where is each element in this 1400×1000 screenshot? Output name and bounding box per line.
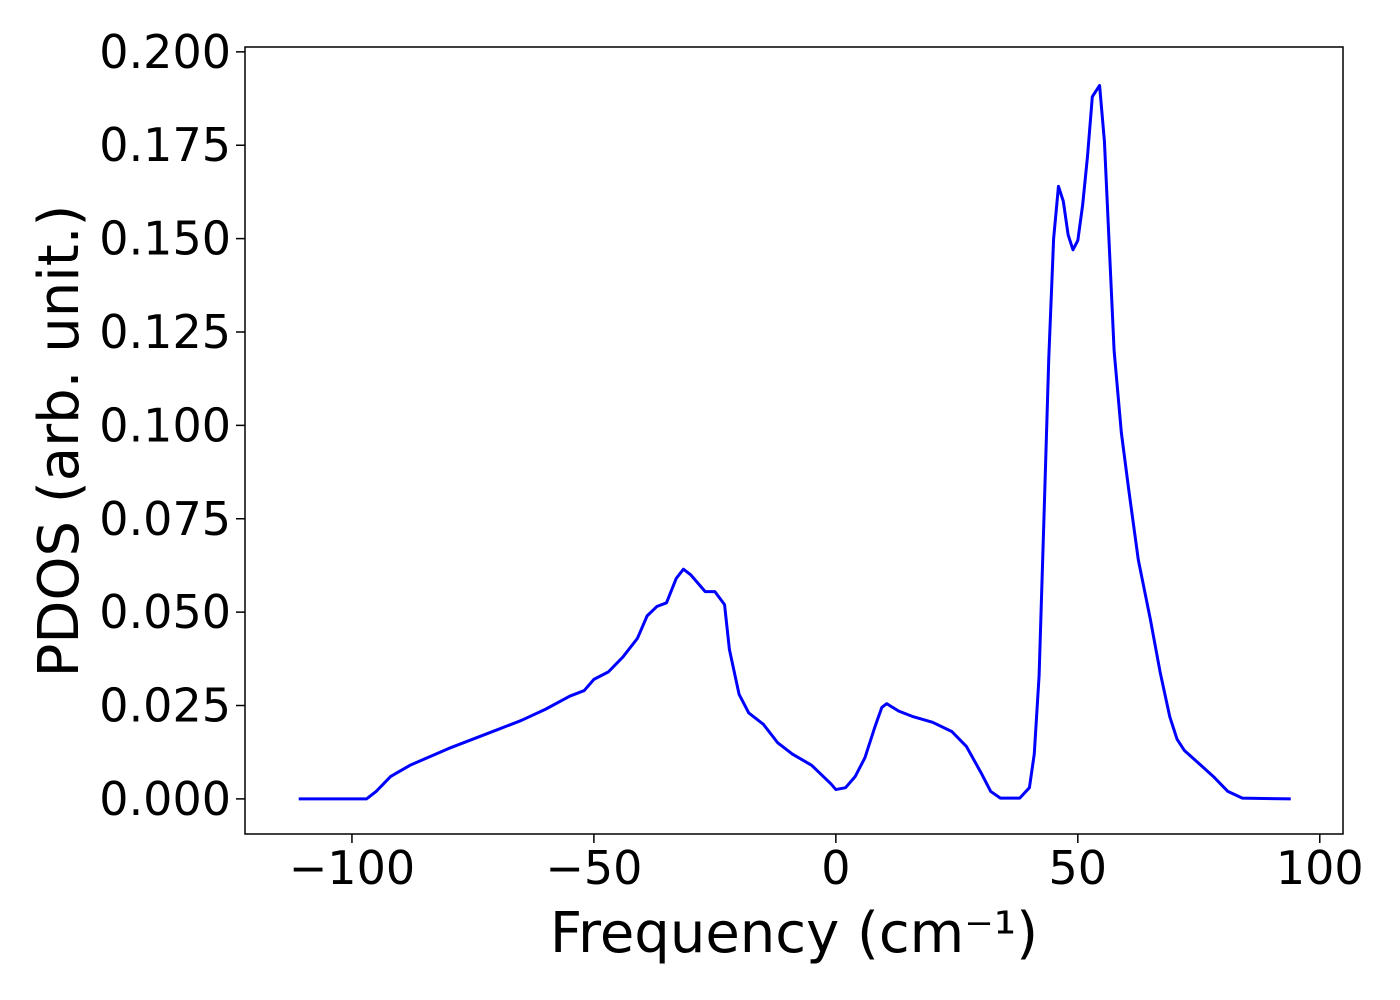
y-tick-label: 0.000 bbox=[99, 772, 231, 826]
x-tick-label: 100 bbox=[1276, 841, 1364, 895]
plot-frame bbox=[244, 46, 1344, 835]
x-tick-label: 0 bbox=[821, 841, 850, 895]
x-tick-label: −100 bbox=[289, 841, 415, 895]
y-axis-label: PDOS (arb. unit.) bbox=[27, 205, 92, 678]
x-tick-label: −50 bbox=[545, 841, 642, 895]
y-tick-label: 0.200 bbox=[99, 25, 231, 79]
x-axis-label: Frequency (cm⁻¹) bbox=[550, 901, 1038, 966]
y-tick-label: 0.175 bbox=[99, 118, 231, 172]
y-tick-label: 0.050 bbox=[99, 585, 231, 639]
y-tick-label: 0.100 bbox=[99, 398, 231, 452]
y-tick-label: 0.075 bbox=[99, 492, 231, 546]
y-tick-label: 0.125 bbox=[99, 305, 231, 359]
x-tick-label: 50 bbox=[1049, 841, 1108, 895]
y-tick-label: 0.025 bbox=[99, 679, 231, 733]
y-tick-label: 0.150 bbox=[99, 212, 231, 266]
data-line bbox=[298, 83, 1291, 801]
